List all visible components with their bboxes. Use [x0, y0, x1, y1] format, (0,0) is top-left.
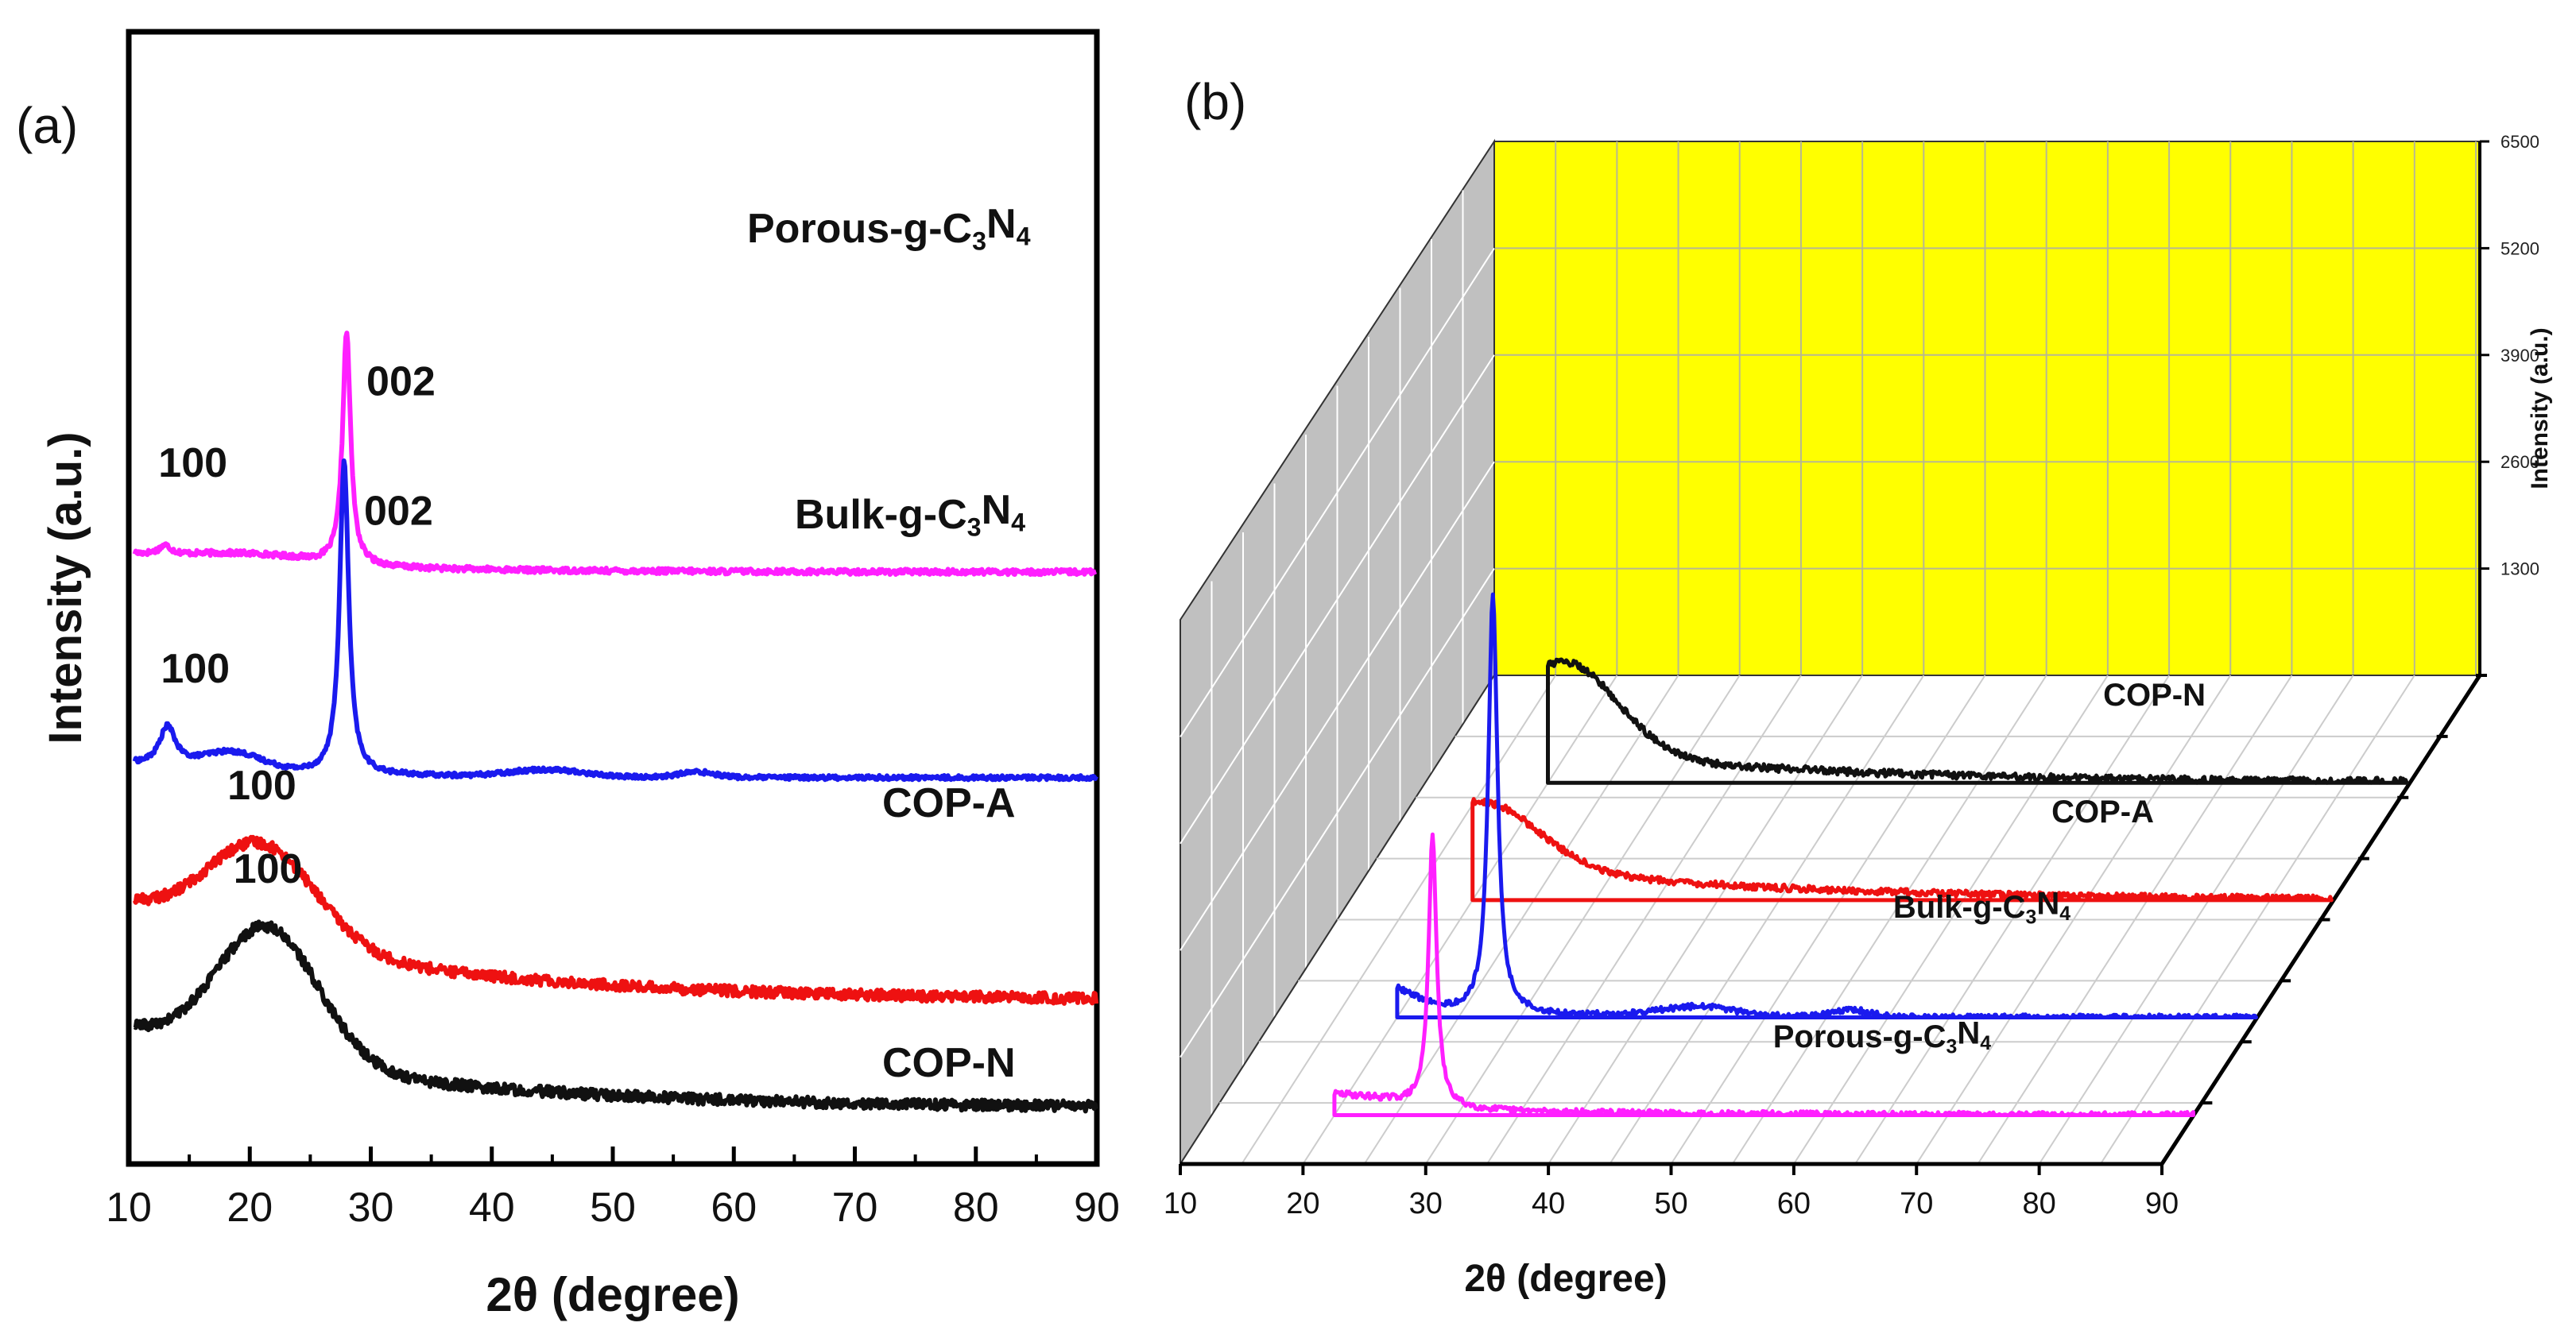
- series-label: COP-A: [882, 780, 1016, 826]
- panel-b: (b) 1300 2600 3900 5200 6500 10 20 30 40 50 60 70 8…: [1164, 73, 2553, 1300]
- series-line: [1395, 592, 2258, 1019]
- panel-b-label: (b): [1184, 73, 1246, 130]
- x-tick-label: 70: [1900, 1187, 1933, 1220]
- panel-a: (a) 10 20 30 40 50 60 70 80 90 Porous-g-C3N4Bulk…: [16, 29, 1120, 1321]
- side-grid-line: [1180, 354, 1495, 845]
- peak-annotation: 002: [366, 359, 436, 405]
- series-label-part: Bulk-g-C: [1893, 890, 2026, 925]
- series-label-part: 4: [1017, 222, 1031, 251]
- panel-a-x-axis-title: 2θ (degree): [486, 1268, 739, 1321]
- panel-b-floor-grid: [1219, 675, 2437, 1165]
- series-label: Porous-g-C3N4: [1773, 1015, 1991, 1058]
- series-label: COP-A: [2051, 795, 2154, 829]
- x-tick-label: 40: [1532, 1187, 1565, 1220]
- panel-b-back-wall: [1493, 141, 2481, 676]
- peak-annotation: 100: [227, 763, 296, 809]
- panel-b-x-axis-title: 2θ (degree): [1464, 1258, 1667, 1300]
- series-label: Bulk-g-C3N4: [795, 487, 1025, 542]
- x-tick-label: 70: [832, 1185, 878, 1231]
- series-label-part: COP-N: [882, 1040, 1016, 1086]
- series-label-part: 3: [1947, 1036, 1958, 1058]
- panel-b-z-ticks: 1300 2600 3900 5200 6500: [2480, 132, 2539, 579]
- series-label-part: N: [986, 201, 1017, 247]
- panel-a-curves: [132, 331, 1099, 1114]
- series-line: [132, 331, 1098, 578]
- series-label: Bulk-g-C3N4: [1893, 886, 2070, 928]
- panel-a-label: (a): [16, 97, 78, 154]
- z-tick-label: 6500: [2500, 132, 2539, 152]
- x-tick-label: 80: [953, 1185, 999, 1231]
- series-label-part: 4: [1980, 1033, 1991, 1054]
- series-label-part: N: [1957, 1015, 1980, 1050]
- series-label-part: 3: [2026, 907, 2037, 928]
- z-tick-label: 1300: [2500, 559, 2539, 579]
- series-line: [1332, 832, 2195, 1117]
- x-tick-label: 20: [1286, 1187, 1319, 1220]
- x-tick-label: 90: [2145, 1187, 2179, 1220]
- x-tick-label: 90: [1074, 1185, 1120, 1231]
- series-label-part: 4: [2059, 903, 2070, 925]
- series-label: Porous-g-C3N4: [747, 201, 1031, 256]
- series-line: [132, 834, 1099, 1006]
- panel-b-x-ticks: 10 20 30 40 50 60 70 80 90: [1164, 1164, 2179, 1220]
- x-tick-label: 20: [227, 1185, 273, 1231]
- series-line: [133, 919, 1099, 1114]
- series-label-part: COP-A: [2051, 795, 2154, 829]
- series-label-part: Porous-g-C: [747, 206, 972, 252]
- z-tick-label: 5200: [2500, 238, 2539, 258]
- x-tick-label: 50: [1654, 1187, 1687, 1220]
- peak-annotation: 002: [364, 489, 433, 535]
- series-label-part: Bulk-g-C: [795, 492, 967, 538]
- x-tick-label: 60: [1777, 1187, 1811, 1220]
- x-tick-label: 40: [469, 1185, 515, 1231]
- series-label-part: N: [2036, 886, 2059, 921]
- peak-annotation: 100: [234, 846, 303, 892]
- side-grid-line: [1180, 247, 1495, 737]
- series-line: [132, 458, 1098, 783]
- z-tick-label: 3900: [2500, 346, 2539, 365]
- series-label-part: COP-A: [882, 780, 1016, 826]
- x-tick-label: 60: [711, 1185, 757, 1231]
- panel-b-depth-ticks: [2201, 674, 2487, 1105]
- series-label-part: 3: [972, 227, 986, 256]
- x-tick-label: 30: [348, 1185, 394, 1231]
- series-label-part: 4: [1011, 509, 1025, 537]
- side-grid-line: [1180, 568, 1495, 1058]
- panel-b-curves: [1332, 592, 2409, 1117]
- panel-a-y-axis-title: Intensity (a.u.): [40, 431, 91, 744]
- side-grid-line: [1180, 461, 1495, 951]
- peak-annotation: 100: [158, 440, 227, 486]
- x-tick-label: 10: [106, 1185, 152, 1231]
- panel-a-x-ticks: 10 20 30 40 50 60 70 80 90: [106, 1147, 1120, 1231]
- z-tick-label: 2600: [2500, 452, 2539, 472]
- x-tick-label: 50: [590, 1185, 636, 1231]
- series-label-part: 3: [967, 513, 982, 542]
- series-label: COP-N: [882, 1040, 1016, 1086]
- series-label-part: COP-N: [2103, 678, 2206, 713]
- panel-a-peak-annotations: 100 002 100 002 100 100: [158, 359, 436, 893]
- series-line: [1470, 797, 2334, 903]
- x-tick-label: 30: [1409, 1187, 1443, 1220]
- series-label-part: N: [982, 487, 1012, 533]
- series-label-part: Porous-g-C: [1773, 1019, 1947, 1054]
- x-tick-label: 80: [2022, 1187, 2055, 1220]
- panel-b-z-axis-title: Intensity (a.u.): [2527, 327, 2553, 489]
- series-line: [1546, 657, 2409, 785]
- series-label: COP-N: [2103, 678, 2206, 713]
- panel-b-side-wall-grid: [1180, 190, 1495, 1116]
- x-tick-label: 10: [1164, 1187, 1197, 1220]
- peak-annotation: 100: [161, 646, 230, 692]
